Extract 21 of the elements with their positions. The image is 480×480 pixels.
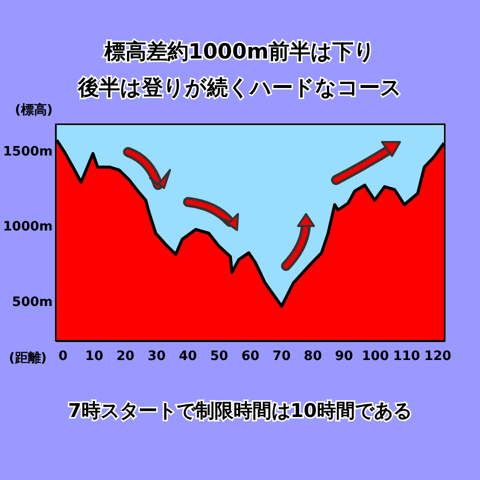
x-tick-label: 110	[392, 349, 420, 364]
chart-subtitle: 後半は登りが続くハードなコース	[77, 76, 402, 100]
x-tick-label: 10	[85, 349, 104, 364]
x-tick-label: 50	[210, 349, 228, 364]
x-tick-label: 60	[241, 349, 260, 364]
x-tick-label: 90	[335, 349, 354, 364]
y-tick-label: 500m	[12, 294, 53, 310]
x-tick-label: 40	[178, 349, 197, 364]
y-tick-label: 1500m	[2, 144, 53, 160]
x-axis-title: (距離)	[8, 351, 47, 366]
x-tick-label: 120	[424, 349, 452, 364]
x-tick-label: 80	[304, 349, 322, 364]
x-tick-label: 70	[272, 349, 291, 364]
y-tick-label: 1000m	[2, 220, 53, 235]
y-axis-title: (標高)	[14, 102, 53, 118]
x-tick-label: 20	[116, 349, 134, 364]
x-tick-label: 30	[148, 349, 166, 364]
x-tick-label: 0	[58, 349, 68, 364]
chart-title: 標高差約1000m前半は下り	[103, 40, 376, 64]
text: 7時スタートで制限時間は10時間である	[68, 400, 412, 422]
x-tick-label: 100	[362, 349, 389, 364]
